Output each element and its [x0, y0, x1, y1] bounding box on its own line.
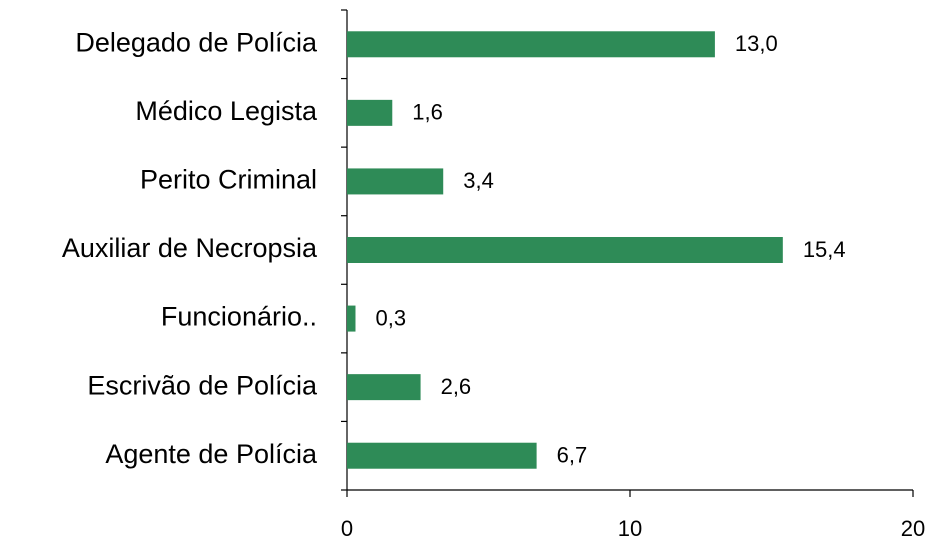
bar [347, 31, 715, 58]
category-label: Escrivão de Polícia [87, 370, 318, 400]
category-label: Médico Legista [135, 96, 318, 126]
bar [347, 374, 421, 401]
value-label: 1,6 [412, 100, 443, 125]
x-tick-label: 0 [341, 516, 353, 541]
value-label: 0,3 [375, 305, 406, 330]
category-label: Auxiliar de Necropsia [62, 233, 318, 263]
value-label: 15,4 [803, 237, 846, 262]
bar [347, 442, 537, 469]
x-tick-label: 10 [618, 516, 642, 541]
category-label: Perito Criminal [140, 165, 317, 195]
value-label: 3,4 [463, 168, 494, 193]
bar [347, 305, 356, 332]
bar [347, 99, 393, 126]
value-label: 6,7 [557, 443, 588, 468]
category-label: Funcionário.. [161, 302, 317, 332]
bar [347, 237, 783, 263]
bar [347, 168, 444, 195]
category-label: Delegado de Polícia [75, 27, 318, 57]
x-tick-label: 20 [901, 516, 925, 541]
value-label: 13,0 [735, 31, 778, 56]
category-label: Agente de Polícia [105, 439, 318, 469]
value-label: 2,6 [441, 374, 472, 399]
